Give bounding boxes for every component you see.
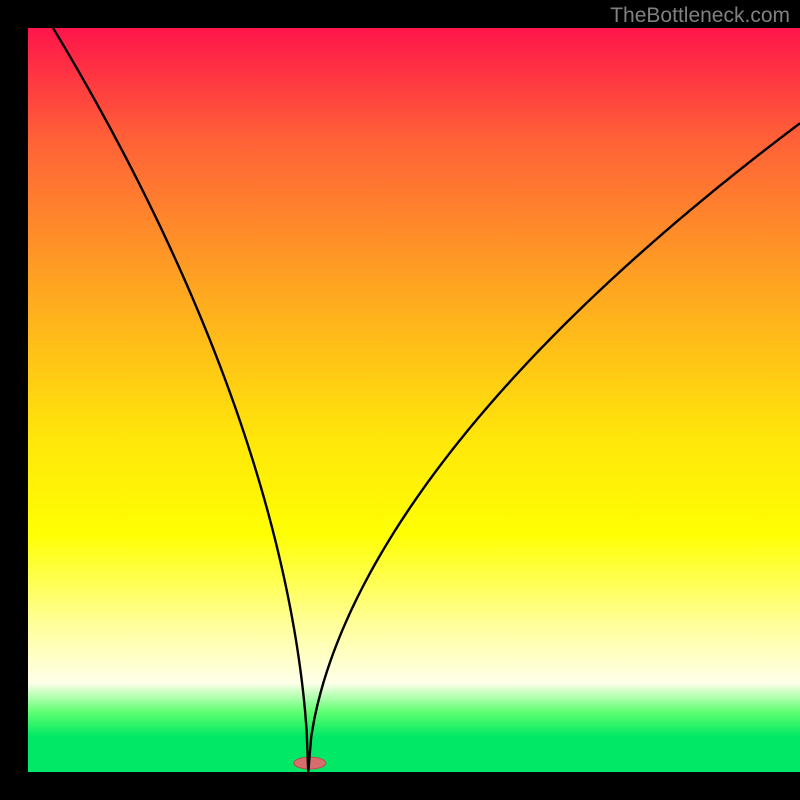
bottleneck-curve bbox=[53, 28, 800, 772]
chart-curves bbox=[0, 0, 800, 800]
watermark-text: TheBottleneck.com bbox=[610, 4, 790, 28]
